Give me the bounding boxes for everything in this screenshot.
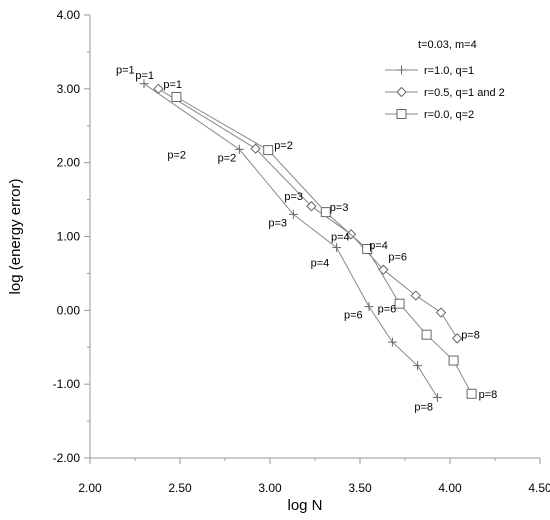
y-tick-label: 2.00 <box>57 156 81 170</box>
x-tick-label: 3.50 <box>348 481 372 495</box>
annotation-label: p=6 <box>388 252 407 264</box>
y-tick-label: 0.00 <box>57 303 81 317</box>
x-tick-label: 3.00 <box>258 481 282 495</box>
point-plus-marker <box>432 392 442 402</box>
x-tick-label: 4.00 <box>438 481 462 495</box>
annotation-label: p=2 <box>167 149 186 161</box>
series-line <box>176 96 473 395</box>
annotation-label: p=2 <box>274 140 293 152</box>
legend-entry-label: r=1.0, q=1 <box>424 65 474 77</box>
annotation-label: p=3 <box>268 217 287 229</box>
annotation-layer: p=1 p=1p=1p=2 p=2p=2p=3p=3p=3p=4p=4p=4 p=6p… <box>116 65 497 414</box>
x-tick-label: 4.50 <box>528 481 550 495</box>
point-plus-marker <box>387 337 397 347</box>
annotation-label: p=2 <box>218 153 237 165</box>
x-axis-label: log N <box>287 497 322 514</box>
axes: -2.00 -1.00 0.00 1.00 2.00 3.00 4.00 2.00 2.50 3.… <box>53 8 550 495</box>
series-2 <box>153 83 463 344</box>
legend-entry-label: r=0.5, q=1 and 2 <box>424 87 505 99</box>
point-plus-marker <box>364 302 374 312</box>
y-tick-label: -1.00 <box>53 377 81 391</box>
point-square-marker <box>263 145 274 156</box>
y-tick-label: 4.00 <box>57 8 81 22</box>
point-diamond-marker <box>410 290 422 301</box>
series-3 <box>171 91 477 399</box>
point-diamond-marker <box>250 143 261 154</box>
point-square-marker <box>362 244 373 255</box>
point-plus-marker <box>397 65 406 75</box>
annotation-label: p=8 <box>414 402 433 414</box>
series-line <box>143 83 438 398</box>
point-plus-marker <box>234 144 244 154</box>
annotation-label: p=3 <box>330 202 349 214</box>
point-diamond-marker <box>396 86 407 98</box>
annotation-label: p=6 <box>378 304 397 316</box>
point-diamond-marker <box>153 83 164 95</box>
point-square-marker <box>171 91 182 102</box>
x-tick-label: 2.00 <box>78 481 102 495</box>
point-diamond-marker <box>435 307 447 318</box>
point-plus-marker <box>139 79 149 89</box>
x-tick-label: 2.50 <box>168 481 192 495</box>
point-square-marker <box>466 388 477 399</box>
legend-title: t=0.03, m=4 <box>418 39 477 51</box>
point-diamond-marker <box>306 201 317 212</box>
point-square-marker <box>320 207 331 218</box>
point-plus-marker <box>288 209 298 219</box>
legend-entry-label: r=0.0, q=2 <box>424 109 474 121</box>
legend: t=0.03, m=4 r=1.0, q=1 r=0.5, q=1 and 2 r=0… <box>385 39 505 121</box>
y-axis-label: log (energy error) <box>7 179 24 295</box>
series-layer <box>139 79 477 402</box>
y-tick-label: 1.00 <box>57 230 81 244</box>
point-square-marker <box>448 355 459 366</box>
annotation-label: p=4 <box>369 240 388 252</box>
y-tick-label: 3.00 <box>57 82 81 96</box>
series-1 <box>139 79 442 402</box>
annotation-label: p=4 <box>331 231 350 243</box>
series-line <box>158 88 458 339</box>
point-square-marker <box>396 109 407 119</box>
annotation-label: p=1 <box>135 70 154 82</box>
point-square-marker <box>394 298 405 309</box>
annotation-label: p=8 <box>479 389 498 401</box>
annotation-label: p=1 <box>163 79 182 91</box>
annotation-label: p=1 <box>116 65 135 77</box>
point-plus-marker <box>332 243 342 253</box>
annotation-label: p=6 <box>344 310 363 322</box>
point-square-marker <box>421 329 432 340</box>
annotation-label: p=8 <box>461 329 480 341</box>
point-diamond-marker <box>451 333 463 344</box>
annotation-label: p=4 <box>311 258 330 270</box>
y-tick-label: -2.00 <box>53 451 81 465</box>
annotation-label: p=3 <box>284 191 303 203</box>
point-plus-marker <box>413 361 423 371</box>
